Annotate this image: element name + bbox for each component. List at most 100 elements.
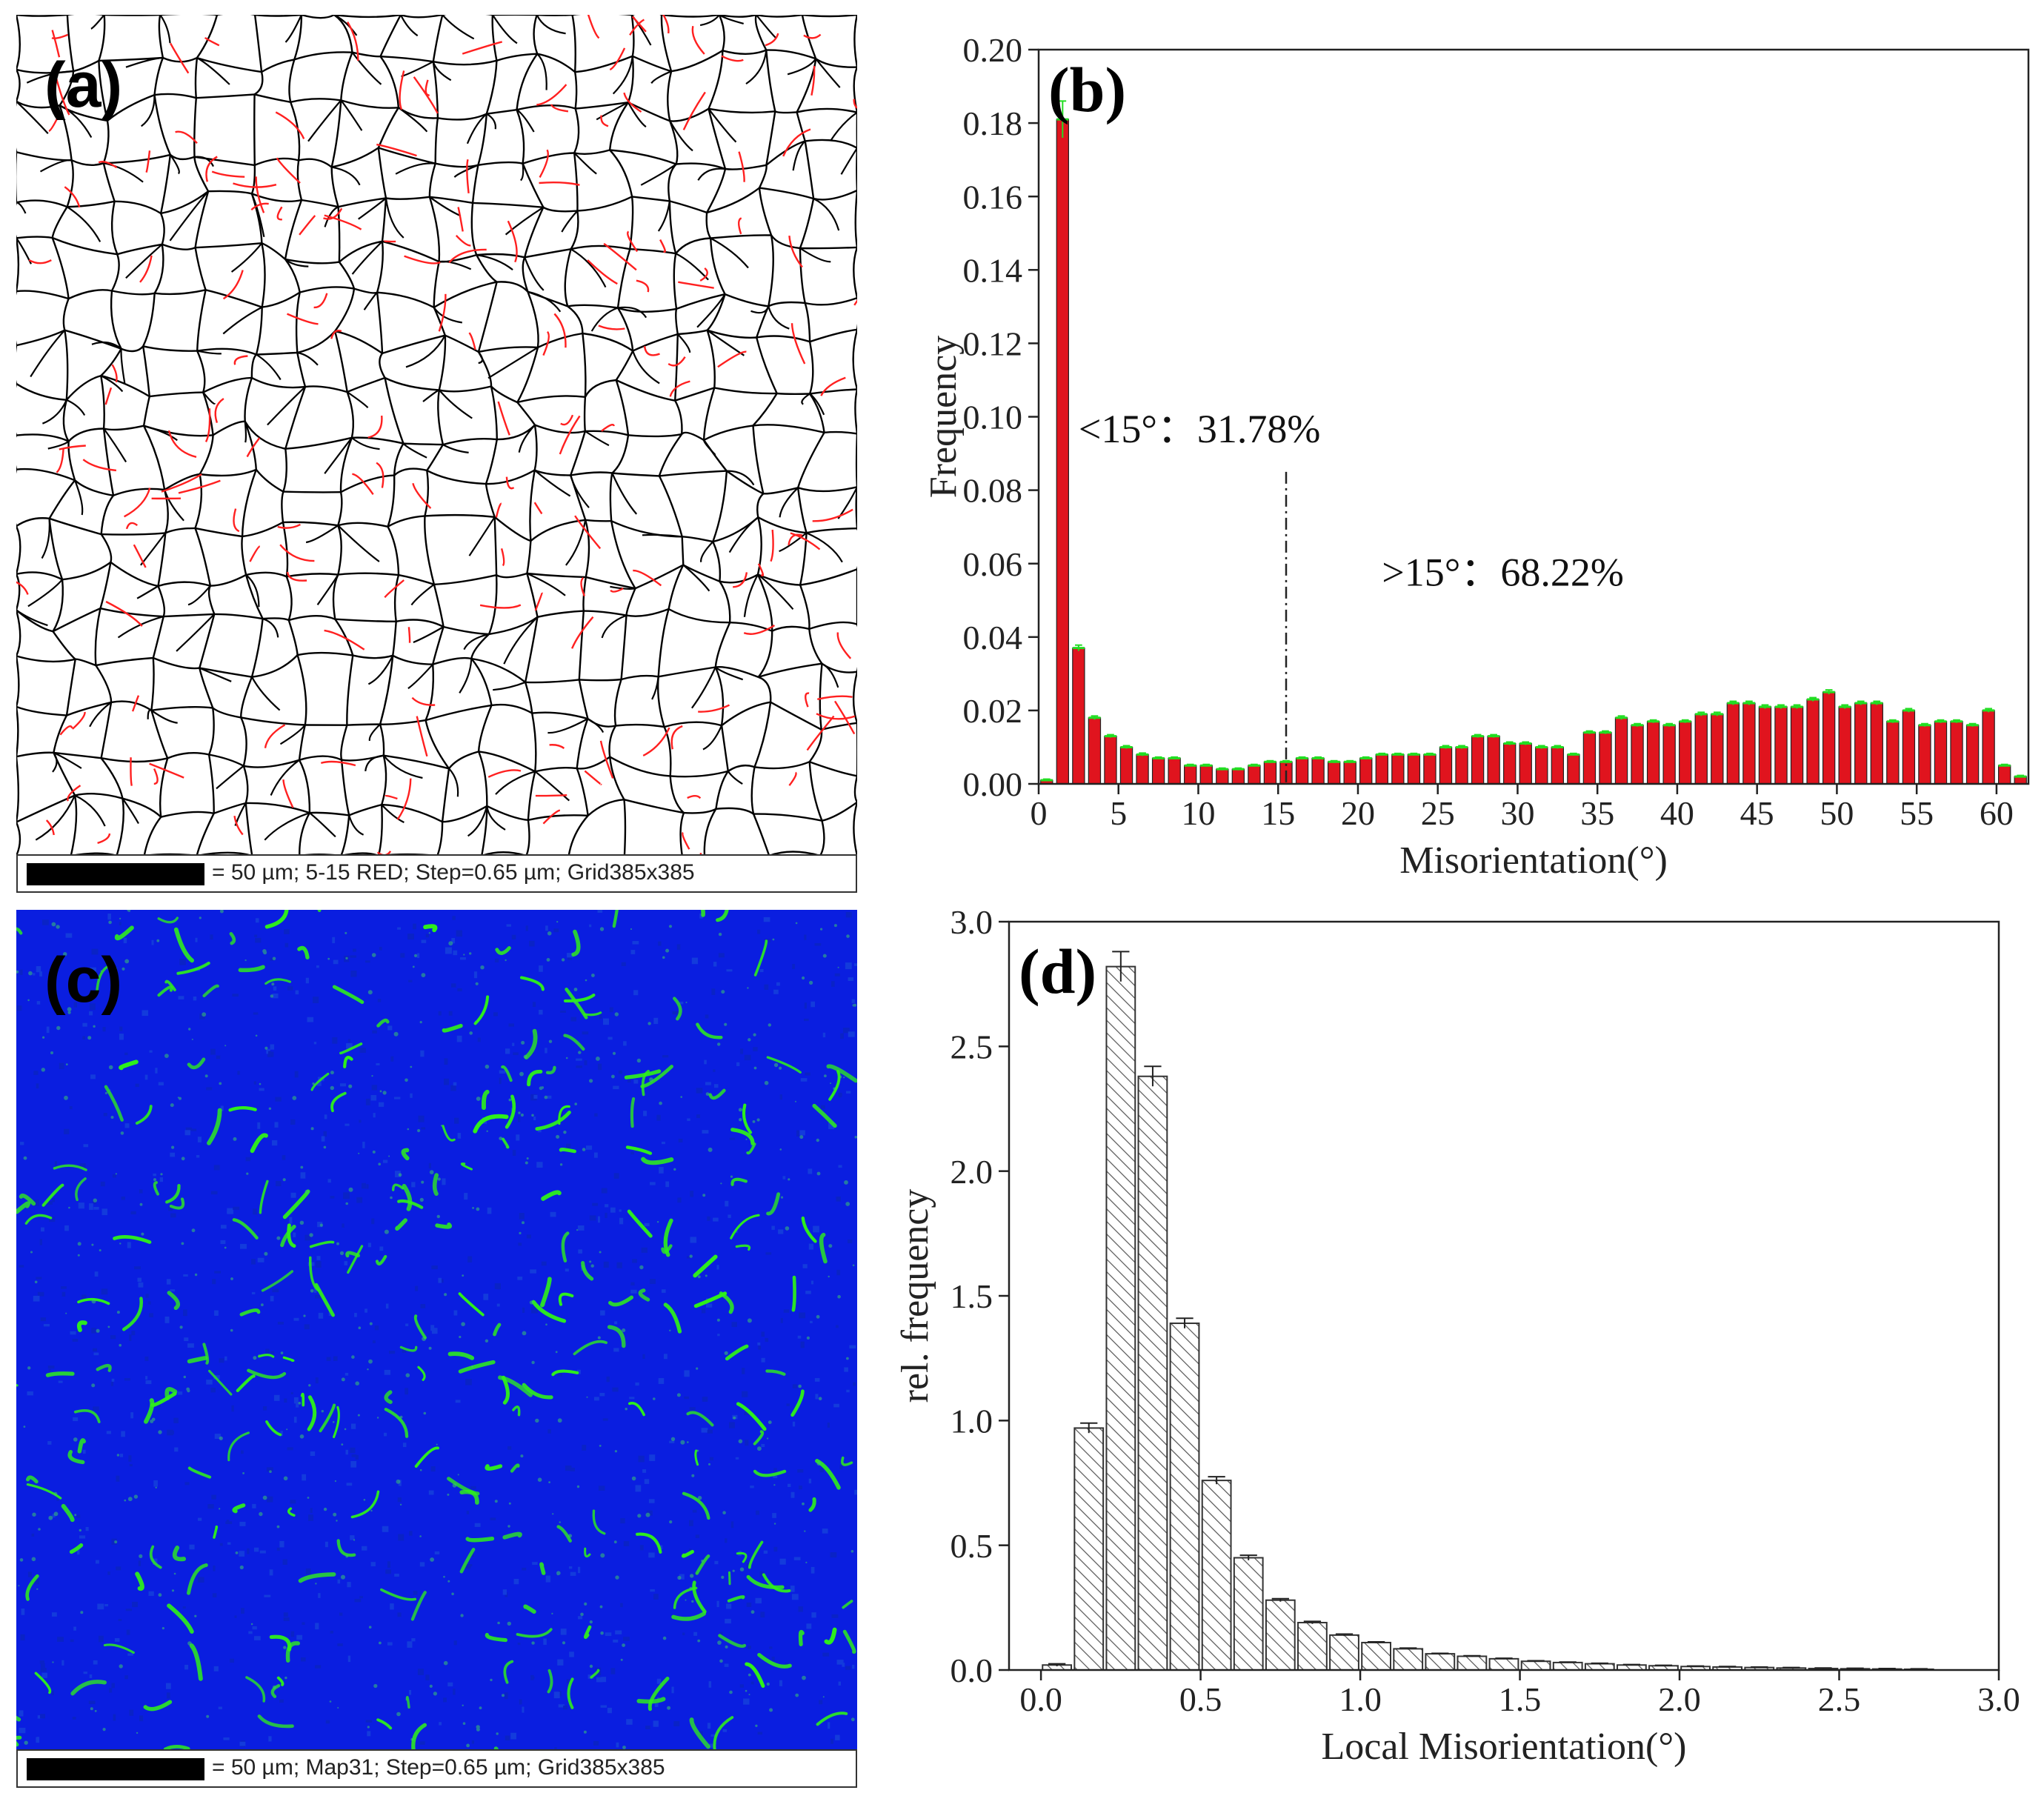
kam-faint-dot <box>733 1570 735 1572</box>
kam-texture-speck <box>811 1567 815 1574</box>
kam-faint-dot <box>341 1443 343 1446</box>
kam-texture-speck <box>128 1455 131 1462</box>
kam-texture-speck <box>420 1741 425 1745</box>
kam-texture-speck <box>586 1145 592 1150</box>
kam-texture-speck <box>131 1331 135 1335</box>
kam-texture-speck <box>348 1039 350 1042</box>
kam-faint-dot <box>230 1329 233 1332</box>
kam-texture-speck <box>773 990 779 994</box>
kam-feature <box>801 1632 803 1645</box>
kam-faint-dot <box>420 1469 422 1471</box>
kam-faint-dot <box>746 1139 748 1140</box>
kam-faint-dot <box>558 1418 562 1423</box>
kam-faint-dot <box>747 987 748 988</box>
kam-texture-speck <box>711 988 715 995</box>
kam-faint-dot <box>698 1496 702 1500</box>
kam-texture-speck <box>642 1248 648 1253</box>
kam-texture-speck <box>684 1397 689 1399</box>
kam-texture-speck <box>212 1279 216 1284</box>
kam-texture-speck <box>421 1127 425 1129</box>
kam-faint-dot <box>192 1228 196 1232</box>
kam-texture-speck <box>319 1313 323 1319</box>
kam-texture-speck <box>640 1545 644 1550</box>
kam-texture-speck <box>756 1598 762 1603</box>
kam-texture-speck <box>316 1261 321 1268</box>
kam-texture-speck <box>113 1174 116 1178</box>
kam-texture-speck <box>132 1602 138 1607</box>
bar <box>1424 754 1436 784</box>
x-axis-label: Local Misorientation(°) <box>1322 1726 1687 1768</box>
kam-faint-dot <box>307 1497 310 1499</box>
kam-texture-speck <box>854 963 857 966</box>
kam-texture-speck <box>518 1643 521 1645</box>
kam-texture-speck <box>569 1566 572 1569</box>
kam-texture-speck <box>673 1011 679 1014</box>
kam-faint-dot <box>377 1417 379 1418</box>
kam-texture-speck <box>317 1256 321 1260</box>
kam-texture-speck <box>268 1736 271 1741</box>
kam-texture-speck <box>778 1229 783 1234</box>
kam-texture-speck <box>835 1735 840 1740</box>
kam-faint-dot <box>369 1626 372 1629</box>
kam-texture-speck <box>709 1681 711 1688</box>
bar <box>1136 754 1148 784</box>
kam-texture-speck <box>518 1243 522 1245</box>
kam-faint-dot <box>400 1416 403 1419</box>
kam-faint-dot <box>521 1114 524 1117</box>
kam-texture-speck <box>347 1582 350 1587</box>
kam-texture-speck <box>713 1069 715 1072</box>
kam-texture-speck <box>719 953 725 957</box>
panel-label-b: (b) <box>1048 54 1126 125</box>
kam-faint-dot <box>802 1503 805 1506</box>
grain-boundary-svg <box>16 15 857 856</box>
kam-texture-speck <box>239 1522 245 1526</box>
kam-texture-speck <box>598 1064 602 1071</box>
kam-faint-dot <box>370 1323 373 1325</box>
kam-faint-dot <box>171 1146 174 1149</box>
kam-faint-dot <box>264 1047 267 1050</box>
kam-texture-speck <box>690 1237 697 1243</box>
kam-texture-speck <box>447 1683 453 1686</box>
kam-faint-dot <box>370 1510 372 1511</box>
bar <box>1200 765 1212 784</box>
high-angle-boundary <box>682 536 684 565</box>
kam-texture-speck <box>116 1476 120 1482</box>
panel-label-a: (a) <box>44 53 122 117</box>
kam-faint-dot <box>509 1099 512 1102</box>
kam-faint-dot <box>740 1568 744 1571</box>
kam-texture-speck <box>530 1269 536 1273</box>
kam-texture-speck <box>184 1337 188 1341</box>
kam-feature <box>467 1539 492 1540</box>
kam-texture-speck <box>268 1051 271 1057</box>
kam-texture-speck <box>167 1279 171 1284</box>
kam-faint-dot <box>690 1254 693 1257</box>
kam-faint-dot <box>547 931 552 936</box>
bar <box>1554 1663 1582 1670</box>
kam-faint-dot <box>99 1249 101 1251</box>
kam-texture-speck <box>290 1500 296 1503</box>
kam-texture-speck <box>378 999 381 1002</box>
x-tick-label: 15 <box>1261 794 1295 832</box>
kam-faint-dot <box>748 1674 751 1677</box>
kam-texture-speck <box>350 971 356 977</box>
kam-texture-speck <box>206 1087 212 1090</box>
kam-texture-speck <box>748 1646 751 1649</box>
kam-texture-speck <box>623 1041 627 1045</box>
kam-faint-dot <box>206 1715 209 1718</box>
kam-texture-speck <box>372 1085 377 1090</box>
kam-faint-dot <box>460 1614 463 1617</box>
kam-texture-speck <box>119 1034 124 1039</box>
kam-texture-speck <box>267 1497 273 1503</box>
kam-faint-dot <box>733 1417 736 1420</box>
kam-texture-speck <box>846 1091 850 1094</box>
kam-faint-dot <box>524 1055 527 1059</box>
kam-texture-speck <box>840 1034 844 1039</box>
kam-texture-speck <box>330 1631 333 1634</box>
bar <box>1919 725 1931 784</box>
kam-faint-dot <box>421 1181 424 1184</box>
kam-faint-dot <box>87 1036 91 1039</box>
kam-texture-speck <box>296 991 299 995</box>
kam-texture-speck <box>89 1701 96 1704</box>
kam-texture-speck <box>445 948 452 954</box>
kam-texture-speck <box>820 1468 824 1473</box>
